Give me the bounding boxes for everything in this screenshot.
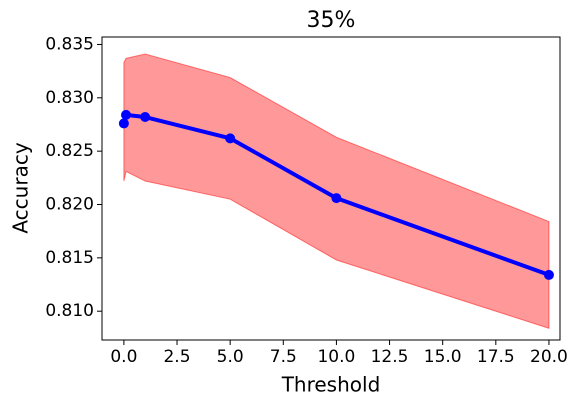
y-tick-label: 0.835 [45,34,94,54]
x-tick-label: 20.0 [530,347,568,367]
x-tick-label: 5.0 [217,347,244,367]
x-tick-label: 0.0 [110,347,137,367]
x-tick-label: 2.5 [163,347,190,367]
point [140,112,151,123]
x-axis-label: Threshold [281,373,381,397]
y-tick-label: 0.815 [45,248,94,268]
y-tick-label: 0.830 [45,88,94,108]
x-tick-label: 12.5 [371,347,409,367]
y-tick-label: 0.810 [45,301,94,321]
x-tick-label: 7.5 [270,347,297,367]
y-tick-label: 0.820 [45,195,94,215]
x-tick-label: 17.5 [477,347,515,367]
point [225,133,236,144]
x-tick-label: 15.0 [424,347,462,367]
confidence-band [123,53,550,329]
chart-title: 35% [307,8,356,33]
point [543,269,554,280]
point [118,118,129,129]
plot-frame [101,36,561,341]
point [121,109,132,120]
y-axis-label: Accuracy [9,142,33,233]
x-tick-label: 10.0 [317,347,355,367]
point [331,193,342,204]
y-tick-label: 0.825 [45,141,94,161]
